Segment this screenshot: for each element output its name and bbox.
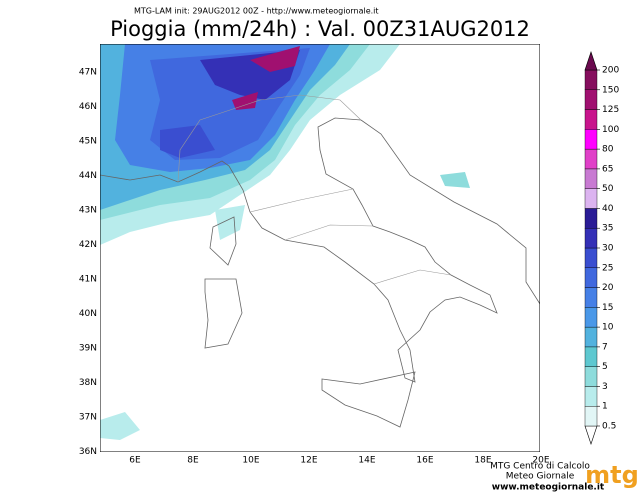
lon-label: 16E: [416, 456, 433, 466]
colorbar-label: 3: [602, 382, 608, 392]
logo: mtg: [585, 461, 639, 489]
lat-label: 41N: [79, 275, 97, 285]
footer-line: Meteo Giornale: [506, 472, 575, 482]
lat-label: 47N: [79, 68, 97, 78]
rain-area: [100, 412, 140, 440]
colorbar-label: 15: [602, 303, 613, 313]
border: [177, 94, 452, 285]
lon-label: 10E: [242, 456, 259, 466]
colorbar-cell: [584, 208, 598, 229]
lon-label: 6E: [129, 456, 141, 466]
colorbar-cell: [584, 168, 598, 189]
lat-label: 39N: [79, 344, 97, 354]
colorbar-label: 50: [602, 184, 614, 194]
colorbar-cell: [584, 346, 598, 367]
colorbar-label: 10: [602, 323, 614, 333]
colorbar-cell: [584, 326, 598, 348]
title: Pioggia (mm/24h) : Val. 00Z31AUG2012: [110, 17, 530, 41]
rain-area: [250, 46, 300, 72]
colorbar-cell: [584, 307, 598, 328]
colorbar-cell: [584, 89, 598, 110]
lat-label: 40N: [79, 309, 97, 319]
colorbar-cell: [584, 109, 598, 130]
colorbar-cell: [584, 386, 598, 407]
lon-label: 8E: [187, 456, 199, 466]
colorbar-label: 5: [602, 362, 608, 372]
rain-area: [440, 172, 470, 188]
lat-label: 42N: [79, 240, 97, 250]
lon-label: 20E: [532, 456, 549, 466]
colorbar-label: 200: [602, 66, 619, 76]
colorbar-label: 40: [602, 204, 614, 214]
colorbar-cell: [584, 188, 598, 209]
colorbar-label: 0.5: [602, 422, 616, 432]
lon-label: 18E: [474, 456, 491, 466]
colorbar-label: 125: [602, 105, 619, 115]
colorbar-label: 65: [602, 164, 613, 174]
lat-label: 38N: [79, 378, 97, 388]
lon-label: 12E: [300, 456, 317, 466]
lat-label: 45N: [79, 137, 97, 147]
colorbar-end: [584, 51, 598, 71]
colorbar-cell: [584, 406, 598, 427]
lat-label: 43N: [79, 206, 97, 216]
colorbar-label: 30: [602, 244, 614, 254]
colorbar-label: 150: [602, 85, 619, 95]
colorbar-cell: [584, 148, 598, 170]
colorbar-label: 25: [602, 263, 613, 273]
header: MTG-LAM init: 29AUG2012 00Z - http://www…: [134, 7, 379, 16]
lat-label: 46N: [79, 102, 97, 112]
coastline: [100, 117, 540, 428]
rain-area: [160, 125, 215, 158]
colorbar-cell: [584, 287, 598, 308]
lat-label: 37N: [79, 413, 97, 423]
rain-area: [232, 92, 258, 110]
colorbar-label: 7: [602, 342, 608, 352]
colorbar-cell: [584, 267, 598, 288]
rain-area: [215, 205, 245, 240]
colorbar-cell: [584, 228, 598, 249]
map-area: [100, 44, 540, 452]
colorbar-label: 80: [602, 145, 614, 155]
colorbar-cell: [584, 69, 598, 90]
footer-url: www.meteogiornale.it: [492, 483, 605, 493]
colorbar-label: 35: [602, 224, 613, 234]
lat-label: 44N: [79, 171, 97, 181]
lat-label: 36N: [79, 447, 97, 457]
colorbar-label: 20: [602, 283, 614, 293]
colorbar-end: [584, 425, 598, 445]
colorbar-cell: [584, 366, 598, 387]
lon-label: 14E: [358, 456, 375, 466]
colorbar-cell: [584, 247, 598, 268]
colorbar-label: 1: [602, 402, 608, 412]
colorbar-label: 100: [602, 125, 619, 135]
footer-line: MTG Centro di Calcolo: [490, 462, 590, 472]
colorbar-cell: [584, 129, 598, 150]
